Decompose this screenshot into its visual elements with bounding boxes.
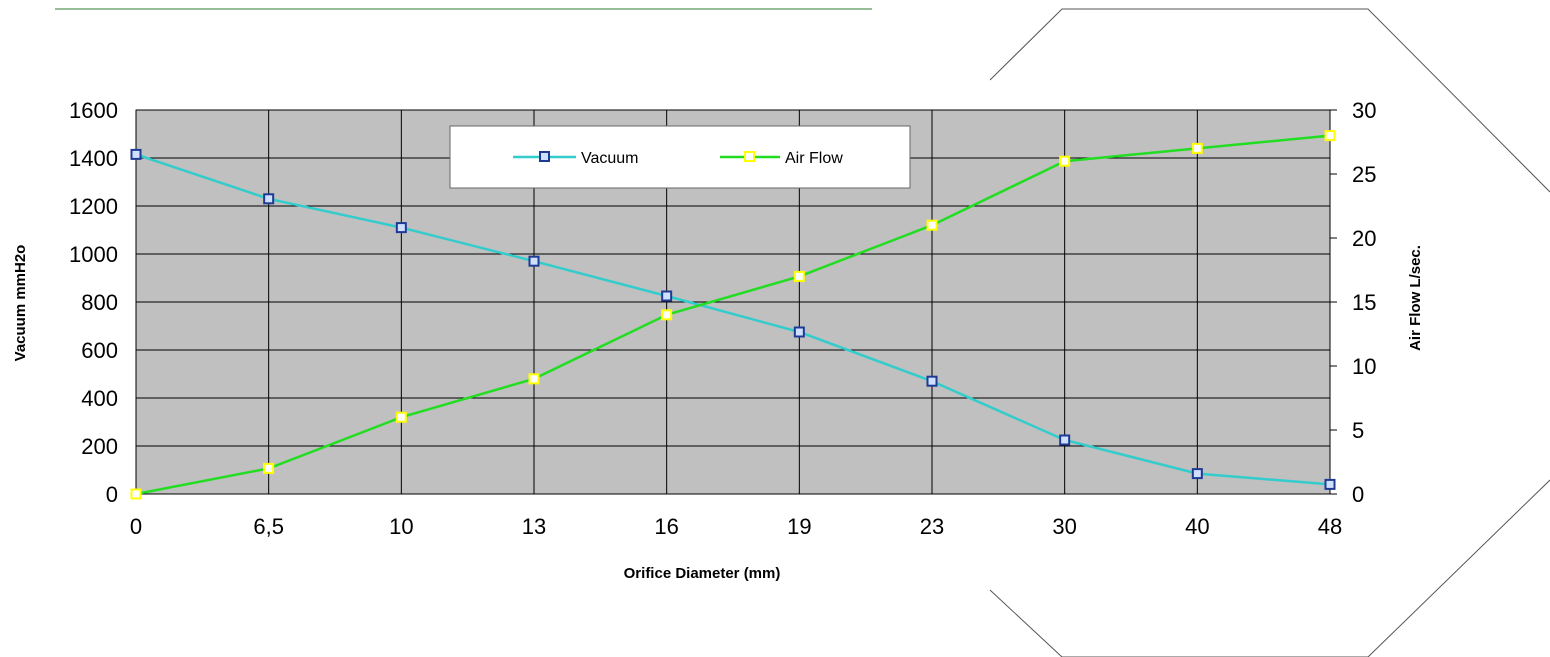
left-tick-label: 1000 <box>69 242 118 267</box>
right-tick-label: 10 <box>1352 354 1376 379</box>
x-tick-label: 13 <box>522 514 546 539</box>
x-tick-label: 40 <box>1185 514 1209 539</box>
vacuum-point <box>1059 434 1071 446</box>
left-tick-label: 1600 <box>69 98 118 123</box>
x-axis-title: Orifice Diameter (mm) <box>624 565 781 582</box>
right-axis-ticks: 0 5 10 15 20 25 30 <box>1352 98 1376 507</box>
vacuum-point <box>528 255 540 267</box>
airflow-point <box>661 309 673 321</box>
vacuum-point <box>793 326 805 338</box>
right-tick-label: 5 <box>1352 418 1364 443</box>
airflow-point <box>793 270 805 282</box>
x-tick-label: 10 <box>389 514 413 539</box>
airflow-point <box>263 462 275 474</box>
left-tick-label: 1200 <box>69 194 118 219</box>
right-tick-label: 25 <box>1352 162 1376 187</box>
series-line-vacuum <box>135 153 1331 486</box>
left-axis-ticks: 0 200 400 600 800 1000 1200 1400 1600 <box>69 98 118 507</box>
y-axis-title: Vacuum mmH2o <box>12 245 29 362</box>
x-tick-label: 48 <box>1318 514 1342 539</box>
left-tick-label: 0 <box>106 482 118 507</box>
right-tick-label: 15 <box>1352 290 1376 315</box>
left-tick-label: 200 <box>81 434 118 459</box>
legend: Vacuum Air Flow <box>449 125 911 189</box>
right-tick-label: 20 <box>1352 226 1376 251</box>
airflow-point <box>926 219 938 231</box>
right-tick-label: 30 <box>1352 98 1376 123</box>
legend-marker-vacuum <box>539 151 550 162</box>
octagon-frame-top <box>989 8 1550 193</box>
vacuum-point <box>661 290 673 302</box>
x-tick-label: 30 <box>1052 514 1076 539</box>
left-tick-label: 600 <box>81 338 118 363</box>
vacuum-point <box>395 222 407 234</box>
vacuum-point <box>1324 478 1336 490</box>
x-tick-label: 19 <box>787 514 811 539</box>
airflow-point <box>130 488 142 500</box>
left-tick-label: 1400 <box>69 146 118 171</box>
x-tick-label: 0 <box>130 514 142 539</box>
legend-label-airflow: Air Flow <box>785 150 843 167</box>
airflow-point <box>1324 130 1336 142</box>
vacuum-point <box>130 148 142 160</box>
airflow-point <box>395 411 407 423</box>
airflow-point <box>1059 155 1071 167</box>
legend-marker-airflow <box>744 151 755 162</box>
octagon-frame-bottom <box>989 479 1550 657</box>
vacuum-point <box>263 193 275 205</box>
x-tick-label: 23 <box>920 514 944 539</box>
legend-label-vacuum: Vacuum <box>581 150 639 167</box>
series-line-airflow <box>135 134 1331 496</box>
left-tick-label: 400 <box>81 386 118 411</box>
series-layer <box>130 130 1336 500</box>
x-axis-ticks: 0 6,5 10 13 16 19 23 30 40 48 <box>130 514 1342 539</box>
right-tick-label: 0 <box>1352 482 1364 507</box>
airflow-point <box>528 373 540 385</box>
left-tick-label: 800 <box>81 290 118 315</box>
x-tick-label: 16 <box>654 514 678 539</box>
airflow-point <box>1191 142 1203 154</box>
vacuum-point <box>926 375 938 387</box>
vacuum-point <box>1191 468 1203 480</box>
x-tick-label: 6,5 <box>253 514 284 539</box>
y2-axis-title: Air Flow L/sec. <box>1407 245 1424 351</box>
